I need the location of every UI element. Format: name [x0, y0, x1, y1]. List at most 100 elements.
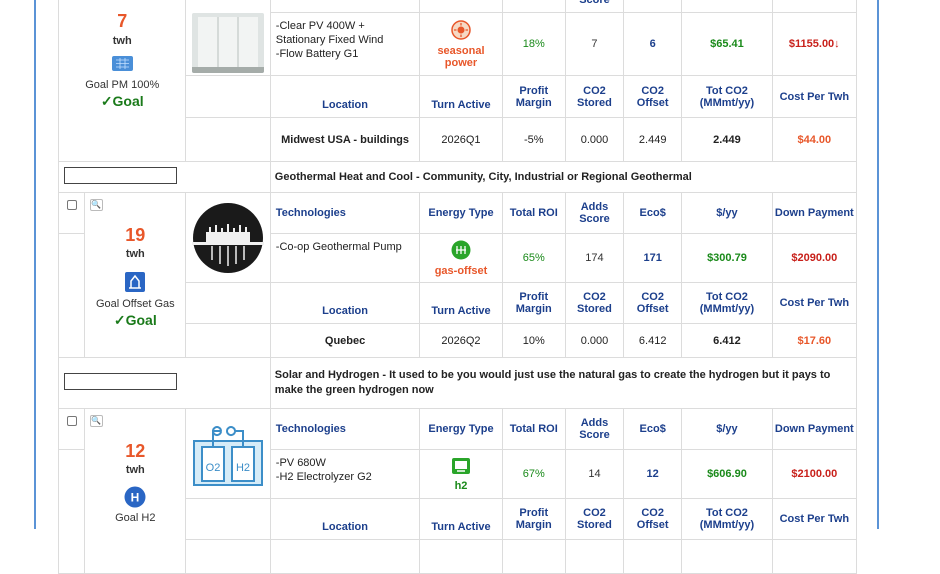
project-3-summary: 🔍 12 twh H Goal H2: [84, 408, 187, 574]
project-2-energy-type-label: gas-offset: [434, 264, 488, 277]
col-ecos-3: Eco$: [623, 408, 683, 450]
col-turn-active-2: Turn Active: [419, 282, 503, 324]
frame-border-left: [34, 0, 36, 529]
magnifier-icon[interactable]: 🔍: [90, 199, 104, 212]
project-3-search-cell: [58, 357, 271, 409]
project-2-filter-input[interactable]: [64, 167, 177, 184]
project-2-goal-status: ✓Goal: [113, 312, 157, 329]
col-turn-active-3: Turn Active: [419, 498, 503, 540]
project-1-co2-stored: 0.000: [564, 117, 625, 162]
project-2-category-title: Geothermal Heat and Cool - Community, Ci…: [269, 161, 858, 193]
project-1-twh-unit: twh: [112, 35, 132, 47]
col-tot-co2-2: Tot CO2 (MMmt/yy): [681, 282, 773, 324]
tech-item: -Clear PV 400W + Stationary Fixed Wind: [275, 20, 384, 46]
col-technologies-1: Technologies: [269, 0, 421, 13]
project-1-photo-cell: [185, 0, 271, 76]
project-2-search-cell: [58, 161, 271, 193]
project-1-profit-margin: -5%: [501, 117, 566, 162]
project-1-turn-active: 2026Q1: [419, 117, 503, 162]
col-technologies-2: Technologies: [269, 192, 421, 234]
col-co2-offset-1: CO2 Offset: [623, 75, 683, 118]
col-co2-offset-3: CO2 Offset: [623, 498, 683, 540]
col-cost-per-twh-1: Cost Per Twh: [771, 75, 858, 118]
project-2-location: Quebec: [269, 323, 421, 358]
col-co2-stored-3: CO2 Stored: [564, 498, 625, 540]
project-2-select-checkbox[interactable]: [66, 200, 77, 210]
project-1-location: Midwest USA - buildings: [269, 117, 421, 162]
project-3-select-cell: [57, 408, 86, 450]
project-3-profit-margin: [501, 539, 566, 574]
col-turn-active-1: Turn Active: [419, 75, 503, 118]
project-1-photo-spacer: [185, 75, 271, 118]
project-3-twh-unit: twh: [125, 464, 145, 477]
col-total-roi-1: Total ROI: [501, 0, 566, 13]
project-2-down-payment: $2090.00: [771, 233, 858, 283]
col-adds-score-1: Adds Score: [564, 0, 625, 13]
project-2-cost-per-twh: $17.60: [771, 323, 858, 358]
project-1-tot-co2: 2.449: [681, 117, 773, 162]
project-1-ecos: 6: [623, 12, 683, 76]
project-1-summary: 7 twh Goal PM 100% ✓Goal: [57, 0, 187, 162]
col-total-roi-2: Total ROI: [501, 192, 566, 234]
seasonal-power-icon: [451, 19, 471, 43]
project-2-profit-margin: 10%: [501, 323, 566, 358]
tech-item: -PV 680W: [275, 457, 326, 469]
col-profit-margin-3: Profit Margin: [501, 498, 566, 540]
col-tot-co2-3: Tot CO2 (MMmt/yy): [681, 498, 773, 540]
project-2-checkbox-spacer: [57, 233, 86, 358]
col-tot-co2-1: Tot CO2 (MMmt/yy): [681, 75, 773, 118]
col-co2-stored-1: CO2 Stored: [564, 75, 625, 118]
project-2-goal-label: Goal Offset Gas: [95, 298, 175, 311]
project-3-image-spacer: [185, 539, 271, 574]
project-2-technologies: -Co-op Geothermal Pump: [269, 233, 421, 283]
frame-border-right: [877, 0, 879, 529]
project-1-down-payment: $1155.00↓: [771, 12, 858, 76]
solar-panel-icon: [59, 56, 185, 74]
project-3-category-title: Solar and Hydrogen - It used to be you w…: [269, 357, 858, 409]
project-1-cost-per-twh: $44.00: [771, 117, 858, 162]
project-1-technologies: -Clear PV 400W + Stationary Fixed Wind -…: [269, 12, 421, 76]
project-2-co2-stored: 0.000: [564, 323, 625, 358]
project-2-image-spacer: [185, 323, 271, 358]
project-3-cost-per-twh: [771, 539, 858, 574]
project-2-photo-spacer: [185, 282, 271, 324]
project-1-goal-label: Goal PM 100%: [85, 79, 160, 91]
project-3-per-yr: $606.90: [681, 449, 773, 499]
project-1-photo: [192, 13, 265, 73]
project-1-twh: 7: [117, 11, 128, 31]
project-2-turn-active: 2026Q2: [419, 323, 503, 358]
project-1-energy-type: seasonal power: [419, 12, 503, 76]
svg-text:H2: H2: [236, 462, 250, 474]
gas-offset-icon: [451, 240, 471, 263]
magnifier-icon[interactable]: 🔍: [90, 415, 104, 428]
col-location-3: Location: [269, 498, 421, 540]
svg-text:H: H: [131, 491, 140, 505]
project-3-filter-input[interactable]: [64, 373, 177, 390]
project-3-tot-co2: [681, 539, 773, 574]
tech-item: -Co-op Geothermal Pump: [275, 241, 402, 253]
project-2-tot-co2: 6.412: [681, 323, 773, 358]
project-3-adds-score: 14: [564, 449, 625, 499]
project-2-select-cell: [57, 192, 86, 234]
project-2-total-roi: 65%: [501, 233, 566, 283]
project-1-co2-offset: 2.449: [623, 117, 683, 162]
project-3-turn-active: [419, 539, 503, 574]
project-3-ecos: 12: [623, 449, 683, 499]
gas-offset-goal-icon: [85, 272, 185, 295]
col-location-1: Location: [269, 75, 421, 118]
col-location-2: Location: [269, 282, 421, 324]
project-3-co2-stored: [564, 539, 625, 574]
project-2-energy-type: gas-offset: [419, 233, 503, 283]
col-cost-per-twh-3: Cost Per Twh: [771, 498, 858, 540]
col-profit-margin-1: Profit Margin: [501, 75, 566, 118]
project-2-per-yr: $300.79: [681, 233, 773, 283]
tech-item: -Flow Battery G1: [275, 48, 359, 60]
project-2-adds-score: 174: [564, 233, 625, 283]
svg-text:O2: O2: [206, 462, 221, 474]
project-3-photo-spacer: [185, 498, 271, 540]
project-2-twh: 19: [125, 225, 146, 246]
project-2-photo-cell: [185, 192, 271, 283]
project-3-total-roi: 67%: [501, 449, 566, 499]
project-3-select-checkbox[interactable]: [66, 416, 77, 426]
project-1-goal-status: ✓Goal: [100, 93, 144, 109]
